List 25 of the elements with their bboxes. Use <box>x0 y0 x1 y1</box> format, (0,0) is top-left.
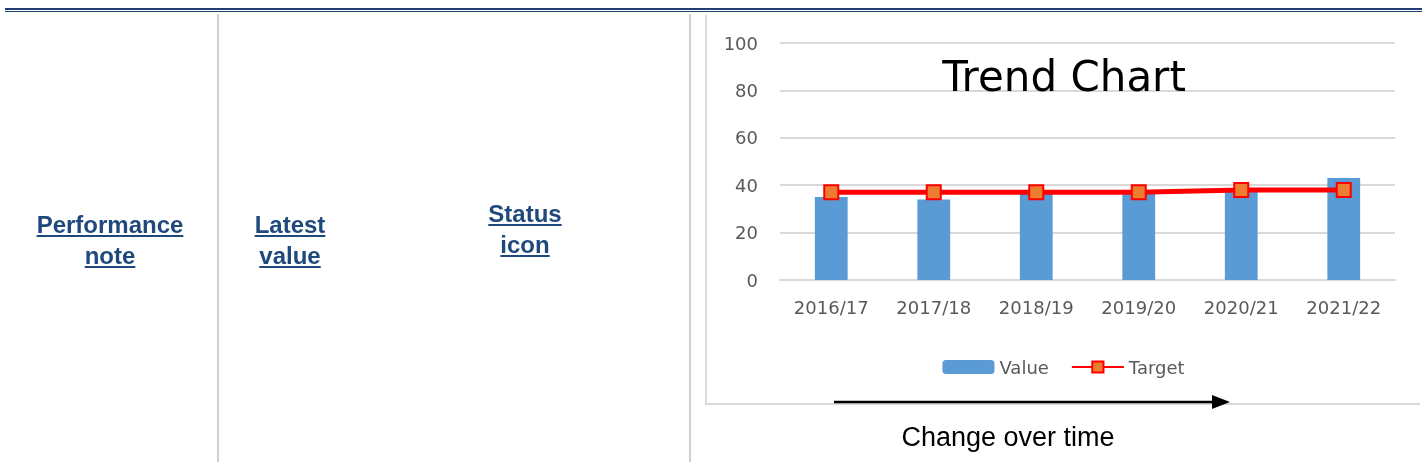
bar <box>1122 192 1156 280</box>
y-tick-label: 60 <box>735 127 758 149</box>
text: Performance note <box>35 210 185 271</box>
x-tick-label: 2020/21 <box>1203 296 1279 318</box>
x-tick-label: 2018/19 <box>998 296 1074 318</box>
text: Latest value <box>253 210 327 271</box>
x-tick-label: 2016/17 <box>793 296 869 318</box>
y-tick-label: 40 <box>735 174 758 196</box>
bar <box>814 197 848 280</box>
bar <box>1224 189 1258 280</box>
bar <box>1019 192 1053 280</box>
x-tick-label: 2019/20 <box>1101 296 1177 318</box>
x-tick-label: 2021/22 <box>1306 296 1382 318</box>
x-tick-label: 2017/18 <box>896 296 972 318</box>
y-tick-label: 100 <box>723 32 758 54</box>
bar <box>917 199 951 280</box>
text: Change over time <box>900 422 1116 453</box>
legend-label: Target <box>1127 356 1185 378</box>
bar <box>1327 178 1361 280</box>
text: Status icon <box>487 199 563 260</box>
legend-label: Value <box>999 356 1049 378</box>
y-tick-label: 0 <box>746 269 758 291</box>
y-tick-label: 80 <box>735 79 758 101</box>
y-tick-label: 20 <box>735 222 758 244</box>
chart-title: Trend Chart <box>941 51 1186 101</box>
